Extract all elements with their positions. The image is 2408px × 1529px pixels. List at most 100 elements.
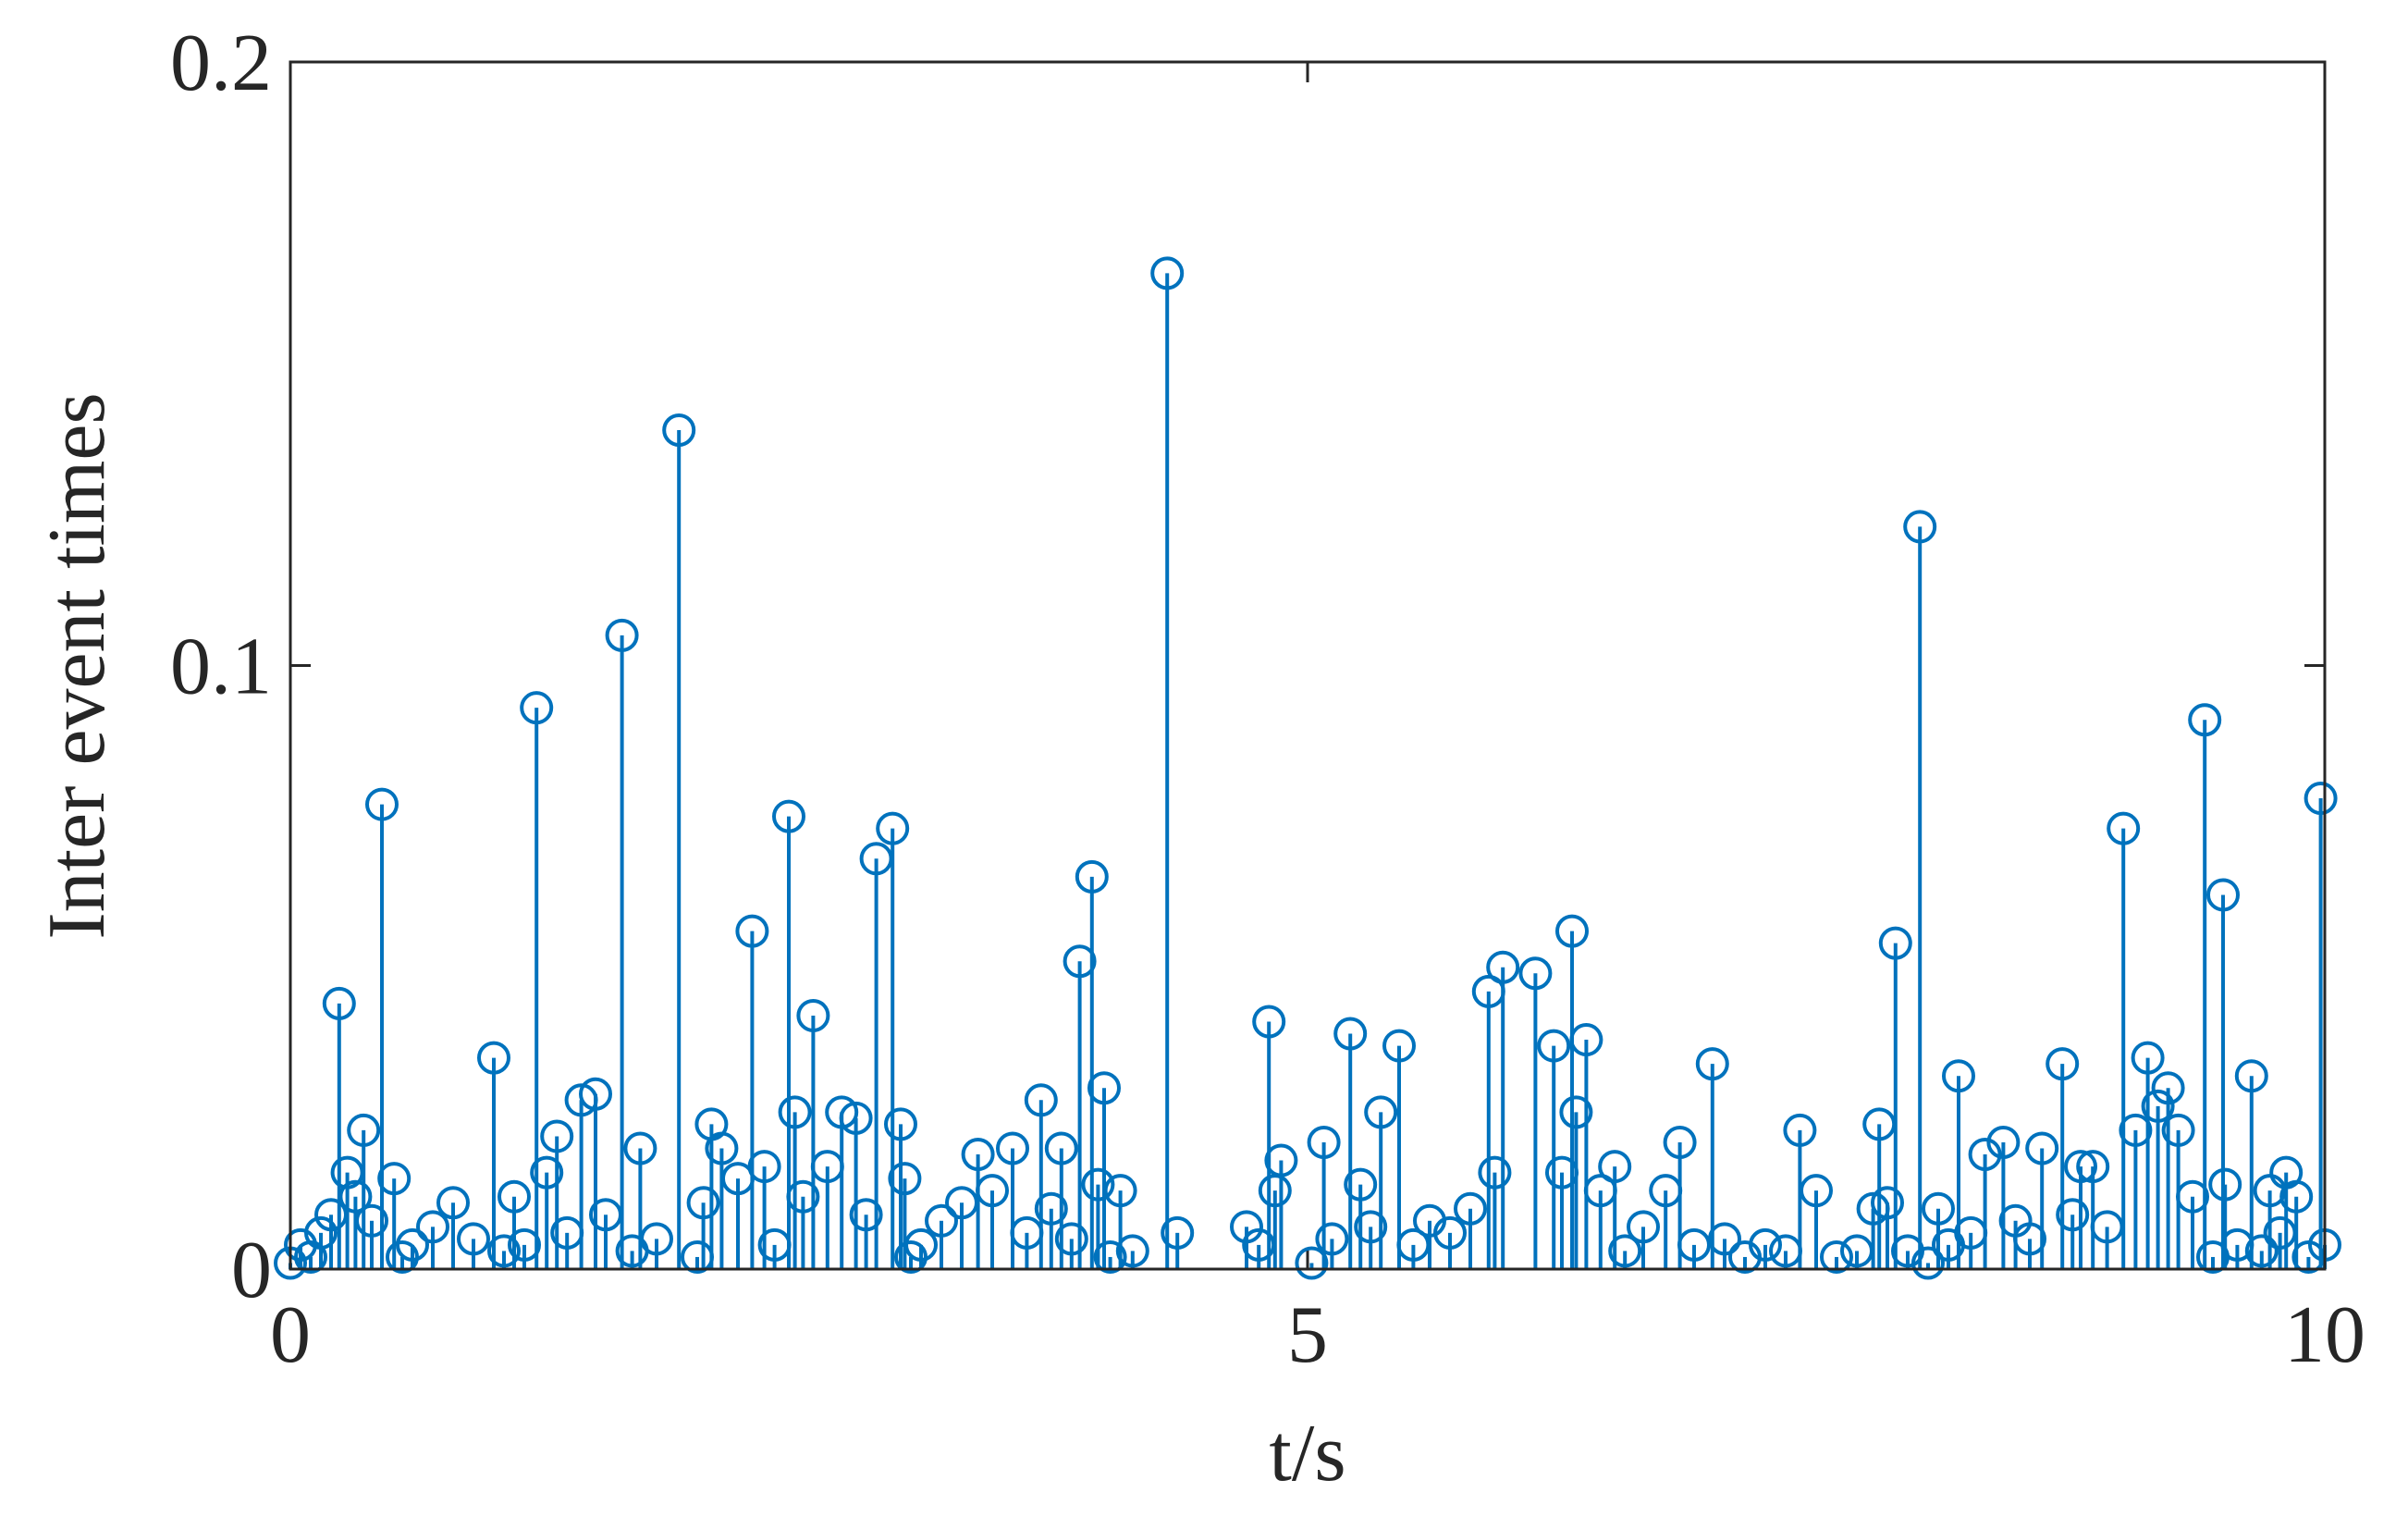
y-axis-label: Inter event times bbox=[32, 392, 122, 939]
stem-marker bbox=[498, 1179, 531, 1214]
stem-marker bbox=[347, 1113, 381, 1147]
stem-marker bbox=[1333, 1017, 1368, 1051]
stem-marker bbox=[1081, 1167, 1115, 1202]
stem-marker bbox=[640, 1222, 673, 1256]
stem-marker bbox=[2304, 782, 2338, 816]
stem-marker bbox=[2107, 811, 2141, 845]
stem-marker bbox=[457, 1222, 490, 1256]
stem-marker bbox=[796, 998, 830, 1032]
stem-marker bbox=[365, 787, 399, 821]
stem-marker bbox=[2025, 1131, 2059, 1165]
stem-marker bbox=[1695, 1047, 1729, 1081]
stem-marker bbox=[1075, 859, 1109, 894]
stem-marker bbox=[888, 1162, 922, 1196]
stem-marker bbox=[1663, 1125, 1697, 1159]
y-tick-label: 0 bbox=[231, 1226, 272, 1315]
stem-marker bbox=[1783, 1113, 1817, 1147]
stem-marker bbox=[1024, 1083, 1058, 1117]
stem-marker bbox=[925, 1203, 958, 1238]
stem-marker bbox=[1903, 510, 1937, 544]
stem-marker bbox=[377, 1162, 412, 1196]
stem-marker bbox=[1433, 1215, 1467, 1250]
x-axis-label: t/s bbox=[1269, 1409, 1345, 1498]
stem-marker bbox=[2141, 1089, 2175, 1123]
stem-marker bbox=[1537, 1029, 1571, 1063]
stem-marker bbox=[623, 1131, 657, 1165]
stem-marker bbox=[1150, 256, 1185, 290]
x-tick-label: 10 bbox=[2284, 1290, 2365, 1380]
stem-marker bbox=[1230, 1210, 1263, 1244]
stem-marker bbox=[894, 1239, 928, 1274]
stem-marker bbox=[322, 986, 356, 1020]
stem-marker bbox=[1354, 1210, 1388, 1244]
stem-marker bbox=[904, 1227, 938, 1262]
stem-marker bbox=[786, 1179, 820, 1214]
stem-marker bbox=[1252, 1005, 1286, 1039]
stem-marker bbox=[304, 1215, 338, 1250]
stem-marker bbox=[416, 1210, 449, 1244]
stem-marker bbox=[772, 799, 805, 833]
stem-marker bbox=[2244, 1234, 2279, 1268]
stem-marker bbox=[1307, 1125, 1341, 1159]
y-tick-label: 0.2 bbox=[170, 18, 272, 108]
stem-marker bbox=[2013, 1222, 2046, 1256]
stem-marker bbox=[2151, 1071, 2185, 1105]
stem-marker bbox=[1115, 1234, 1149, 1268]
stem-marker bbox=[705, 1131, 739, 1165]
stem-marker bbox=[1986, 1125, 2021, 1159]
stem-marker bbox=[1093, 1239, 1127, 1274]
stem-marker bbox=[520, 691, 554, 725]
stem-marker bbox=[579, 1077, 612, 1111]
stem-marker bbox=[1315, 1222, 1349, 1256]
stem-marker bbox=[1518, 956, 1553, 991]
stem-marker bbox=[477, 1041, 510, 1075]
stem-marker bbox=[2056, 1198, 2090, 1232]
stem-marker bbox=[825, 1095, 859, 1129]
stem-marker bbox=[686, 1186, 720, 1220]
x-tick-label: 0 bbox=[270, 1290, 311, 1380]
stem-marker bbox=[540, 1119, 574, 1153]
stem-marker bbox=[1054, 1222, 1088, 1256]
stem-marker bbox=[876, 811, 910, 845]
stem-marker bbox=[849, 1198, 883, 1232]
stem-marker bbox=[1608, 1234, 1642, 1268]
stem-marker bbox=[1871, 1186, 1904, 1220]
stem-marker bbox=[1344, 1167, 1378, 1202]
stem-marker bbox=[839, 1101, 873, 1135]
stem-marker bbox=[508, 1227, 541, 1262]
stem-marker bbox=[1034, 1191, 1068, 1226]
stem-marker bbox=[1800, 1174, 1833, 1208]
stem-marker bbox=[1708, 1222, 1741, 1256]
stem-marker bbox=[1598, 1150, 1632, 1184]
stem-marker bbox=[1677, 1227, 1711, 1262]
stem-marker bbox=[884, 1107, 917, 1141]
stem-marker bbox=[1382, 1029, 1416, 1063]
stem-marker bbox=[961, 1138, 995, 1172]
stem-marker bbox=[1087, 1071, 1121, 1105]
stem-marker bbox=[778, 1095, 812, 1129]
stem-marker bbox=[1486, 950, 1520, 984]
stem-marker bbox=[355, 1203, 388, 1238]
stem-marker bbox=[2234, 1059, 2268, 1093]
stem-marker bbox=[530, 1155, 564, 1190]
stem-marker bbox=[1922, 1191, 1955, 1226]
stem-marker bbox=[2131, 1041, 2165, 1075]
stem-marker bbox=[436, 1186, 470, 1220]
stem-marker bbox=[735, 914, 769, 948]
stem-marker bbox=[1968, 1138, 2002, 1172]
stem-marker bbox=[1627, 1210, 1660, 1244]
stem-marker bbox=[1569, 1023, 1603, 1057]
stem-marker bbox=[1264, 1143, 1298, 1178]
stem-marker bbox=[2119, 1113, 2153, 1147]
stem-marker bbox=[1364, 1095, 1398, 1129]
stem-marker bbox=[662, 413, 696, 448]
stem-marker bbox=[487, 1234, 521, 1268]
stem-marker bbox=[2161, 1113, 2195, 1147]
stem-marker bbox=[386, 1239, 419, 1274]
stem-marker bbox=[1161, 1215, 1195, 1250]
stem-marker bbox=[2206, 878, 2240, 912]
x-tick-label: 5 bbox=[1287, 1290, 1328, 1380]
stem-marker bbox=[2076, 1150, 2110, 1184]
